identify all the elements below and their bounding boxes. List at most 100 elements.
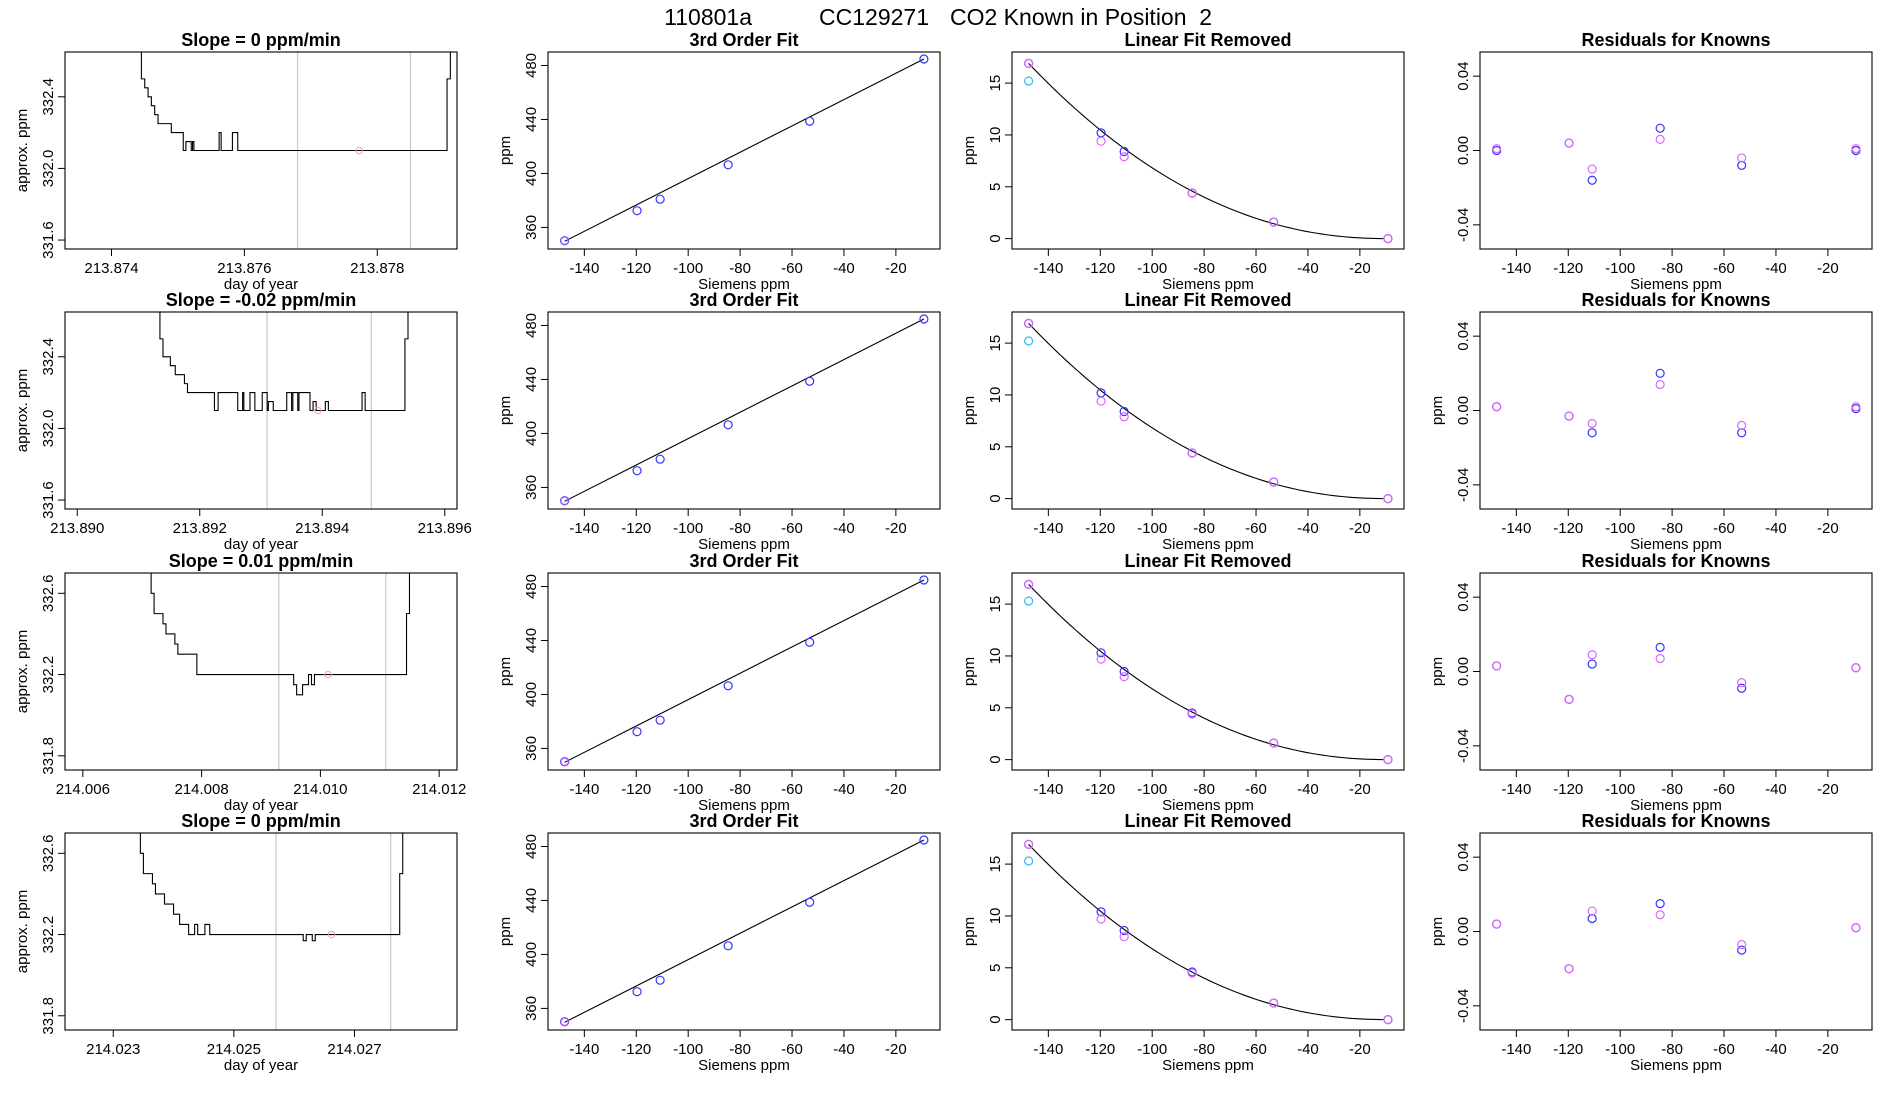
y-tick-label: 10	[987, 127, 1004, 144]
y-tick-label: 332.4	[40, 78, 57, 116]
data-point	[1851, 145, 1861, 156]
panel-4-4: Residuals for Knowns -140 -120 -100 -80 -60 -4…	[1429, 811, 1873, 1074]
x-tick-label: -120	[621, 781, 651, 798]
plot-data-area	[159, 312, 409, 509]
data-point	[1737, 160, 1747, 170]
y-axis-label: ppm	[961, 396, 978, 425]
x-tick-label: 214.006	[56, 781, 110, 798]
x-tick-label: -120	[621, 520, 651, 537]
data-point	[1187, 968, 1197, 978]
x-tick-label: -60	[1245, 781, 1267, 798]
x-axis-label: Siemens ppm	[698, 536, 790, 553]
y-axis-label: ppm	[961, 657, 978, 686]
data-point	[1024, 596, 1034, 606]
x-tick-label: -40	[833, 781, 855, 798]
data-point	[1564, 694, 1574, 704]
data-point	[1851, 663, 1861, 673]
plot-data-area	[139, 833, 404, 1030]
data-point	[1737, 153, 1747, 163]
y-axis-label: ppm	[1429, 917, 1446, 946]
x-axis-label: Siemens ppm	[1162, 276, 1254, 293]
y-axis-label: approx. ppm	[14, 630, 31, 713]
panel-title: Residuals for Knowns	[1581, 30, 1770, 50]
plot-frame	[1479, 572, 1873, 771]
x-axis-label: day of year	[224, 1057, 298, 1074]
x-tick-label: -80	[1661, 520, 1683, 537]
data-point	[1492, 145, 1502, 156]
x-tick-label: -40	[1297, 260, 1319, 277]
panel-3-4: Residuals for Knowns -140 -120 -100 -80 -60 -4…	[1429, 551, 1873, 814]
x-tick-label: -20	[1817, 520, 1839, 537]
x-axis-label: Siemens ppm	[1630, 797, 1722, 814]
plot-frame	[1011, 311, 1405, 510]
x-tick-label: -20	[1817, 1041, 1839, 1058]
x-tick-label: -60	[781, 781, 803, 798]
y-tick-label: 331.8	[40, 737, 57, 775]
y-tick-label: 0.00	[1455, 136, 1472, 165]
header-description: CO2 Known in Position 2	[950, 4, 1212, 30]
y-axis-label: ppm	[497, 657, 514, 686]
x-tick-label: -120	[1553, 520, 1583, 537]
x-tick-label: -80	[729, 520, 751, 537]
x-tick-label: -100	[673, 781, 703, 798]
window-mean-point	[327, 930, 336, 939]
data-point	[1096, 136, 1106, 146]
panel-title: Slope = -0.02 ppm/min	[166, 290, 357, 310]
x-tick-label: -140	[1033, 781, 1063, 798]
plot-frame	[64, 572, 458, 771]
panel-3-2: 3rd Order Fit -140 -120 -100 -80 -60 -40 -20 360…	[497, 551, 941, 814]
x-tick-label: -20	[885, 781, 907, 798]
x-tick-label: -100	[1605, 1041, 1635, 1058]
data-point	[1655, 653, 1665, 664]
window-mean-point	[314, 406, 322, 415]
x-axis-label: Siemens ppm	[1162, 797, 1254, 814]
y-tick-label: 331.8	[40, 997, 57, 1035]
y-tick-label: 332.0	[40, 410, 57, 448]
x-axis-label: Siemens ppm	[698, 797, 790, 814]
x-tick-label: -20	[1349, 781, 1371, 798]
x-tick-label: -120	[1085, 781, 1115, 798]
panel-title: Linear Fit Removed	[1124, 290, 1291, 310]
data-point	[1737, 939, 1747, 950]
data-point	[1587, 164, 1597, 174]
y-axis-label: ppm	[1429, 657, 1446, 686]
y-tick-label: 480	[523, 574, 540, 599]
x-tick-label: -60	[1713, 260, 1735, 277]
data-point	[919, 54, 929, 64]
x-tick-label: -40	[833, 260, 855, 277]
data-point	[919, 314, 929, 324]
fit-line	[564, 579, 925, 763]
x-axis-label: Siemens ppm	[1162, 1057, 1254, 1074]
data-point	[1269, 998, 1279, 1008]
x-tick-label: -140	[569, 781, 599, 798]
data-point	[1655, 379, 1665, 390]
y-tick-label: 332.4	[40, 338, 57, 376]
data-point	[1492, 144, 1502, 154]
panel-1-4: Residuals for Knowns -140 -120 -100 -80 -60 -4…	[1455, 30, 1873, 293]
x-tick-label: -100	[673, 260, 703, 277]
panel-title: Slope = 0 ppm/min	[181, 811, 341, 831]
panel-2-2: 3rd Order Fit -140 -120 -100 -80 -60 -40 -20 360…	[497, 290, 941, 553]
data-point	[1851, 144, 1861, 154]
data-point	[805, 637, 815, 647]
x-tick-label: -100	[1137, 260, 1167, 277]
x-tick-label: -80	[1661, 781, 1683, 798]
plot-frame	[547, 832, 941, 1031]
data-point	[723, 420, 733, 430]
x-tick-label: -140	[1033, 520, 1063, 537]
data-point	[1024, 839, 1034, 850]
y-tick-label: 360	[523, 736, 540, 761]
y-tick-label: 400	[523, 682, 540, 707]
y-tick-label: 332.6	[40, 575, 57, 613]
x-tick-label: -40	[1765, 781, 1787, 798]
panel-title: 3rd Order Fit	[689, 30, 798, 50]
x-tick-label: -40	[1765, 260, 1787, 277]
x-tick-label: -140	[1033, 1041, 1063, 1058]
y-tick-label: 0.00	[1455, 917, 1472, 946]
x-tick-label: -80	[729, 260, 751, 277]
plot-data-area	[1024, 318, 1393, 504]
data-point	[1119, 412, 1129, 422]
y-tick-label: 400	[523, 161, 540, 186]
x-tick-label: -120	[1553, 1041, 1583, 1058]
data-point	[1187, 448, 1197, 458]
